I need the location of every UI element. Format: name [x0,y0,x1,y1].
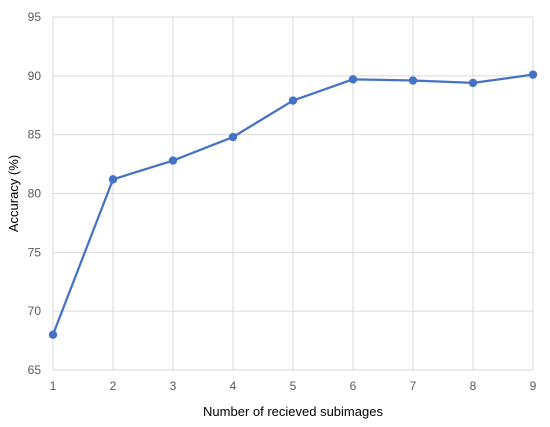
data-point [288,96,298,105]
y-tick-label: 95 [28,10,42,24]
x-tick-label: 3 [170,379,177,393]
plot-frame [52,16,534,371]
y-tick-label: 80 [28,187,42,201]
data-point [168,156,178,165]
x-tick-label: 4 [230,379,237,393]
x-axis-title: Number of recieved subimages [203,404,383,419]
y-tick-label: 65 [28,363,42,377]
y-axis-title: Accuracy (%) [6,155,21,232]
y-axis-ticks: 65 70 75 80 85 90 95 [28,10,42,377]
series [48,70,538,339]
x-tick-label: 2 [110,379,117,393]
x-tick-label: 5 [290,379,297,393]
y-tick-label: 70 [28,304,42,318]
y-tick-label: 90 [28,69,42,83]
data-point [228,132,238,142]
x-tick-label: 6 [350,379,357,393]
x-tick-label: 7 [410,379,417,393]
x-axis-ticks: 1 2 3 4 5 6 7 8 9 [50,379,537,393]
grid [52,16,534,371]
y-tick-label: 75 [28,245,42,259]
data-point [468,78,478,88]
x-tick-label: 1 [50,379,57,393]
y-tick-label: 85 [28,128,42,142]
data-point [408,76,418,85]
x-tick-label: 8 [470,379,477,393]
data-point [48,330,58,339]
x-tick-label: 9 [530,379,537,393]
data-point [348,75,358,84]
data-point [108,175,118,184]
data-point [528,70,538,79]
